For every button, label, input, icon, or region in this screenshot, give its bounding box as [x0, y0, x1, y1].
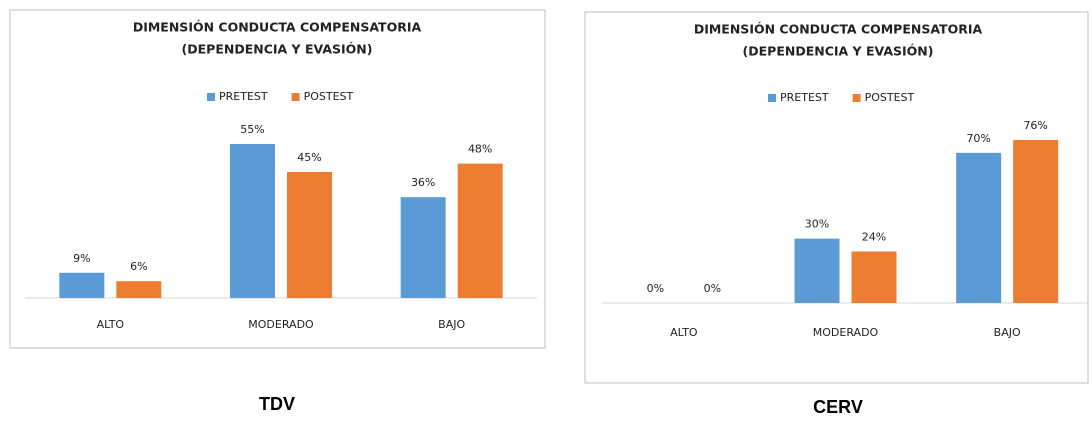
bar [794, 238, 840, 303]
bar [287, 172, 332, 298]
value-label: 36% [411, 176, 435, 189]
chart-subtitle: (DEPENDENCIA Y EVASIÓN) [182, 42, 373, 57]
caption: CERV [813, 397, 863, 417]
legend-label: PRETEST [219, 90, 268, 103]
bar [851, 251, 897, 303]
legend-swatch [291, 93, 300, 101]
bar [230, 144, 275, 298]
legend-label: POSTEST [304, 90, 354, 103]
bar [400, 197, 446, 298]
value-label: 48% [468, 143, 492, 156]
caption: TDV [259, 394, 295, 414]
legend-label: POSTEST [865, 91, 915, 104]
legend-swatch [852, 94, 861, 102]
value-label: 24% [862, 231, 886, 244]
bar [116, 281, 162, 298]
chart-frame [584, 11, 1089, 384]
bar [59, 272, 105, 298]
legend-swatch [207, 93, 215, 101]
value-label: 70% [966, 132, 990, 145]
value-label: 0% [704, 282, 721, 295]
x-tick-label: BAJO [438, 318, 465, 331]
legend-swatch [768, 94, 776, 102]
chart: DIMENSIÓN CONDUCTA COMPENSATORIA (DEPENDE… [584, 11, 1089, 417]
value-label: 0% [647, 282, 664, 295]
value-label: 76% [1023, 119, 1047, 132]
value-label: 55% [240, 123, 264, 136]
bar [956, 152, 1002, 303]
x-tick-label: ALTO [97, 318, 125, 331]
x-tick-label: MODERADO [813, 326, 879, 339]
value-label: 9% [73, 252, 90, 265]
bar [1013, 140, 1059, 303]
bar [457, 163, 503, 298]
x-tick-label: ALTO [670, 326, 698, 339]
value-label: 45% [297, 151, 321, 164]
value-label: 6% [130, 260, 147, 273]
chart-title: DIMENSIÓN CONDUCTA COMPENSATORIA [133, 20, 422, 35]
chart-title: DIMENSIÓN CONDUCTA COMPENSATORIA [694, 22, 983, 37]
value-label: 30% [805, 218, 829, 231]
x-tick-label: BAJO [994, 326, 1021, 339]
x-tick-label: MODERADO [248, 318, 314, 331]
chart-subtitle: (DEPENDENCIA Y EVASIÓN) [743, 44, 934, 59]
legend-label: PRETEST [780, 91, 829, 104]
chart: DIMENSIÓN CONDUCTA COMPENSATORIA (DEPENDE… [9, 9, 546, 414]
